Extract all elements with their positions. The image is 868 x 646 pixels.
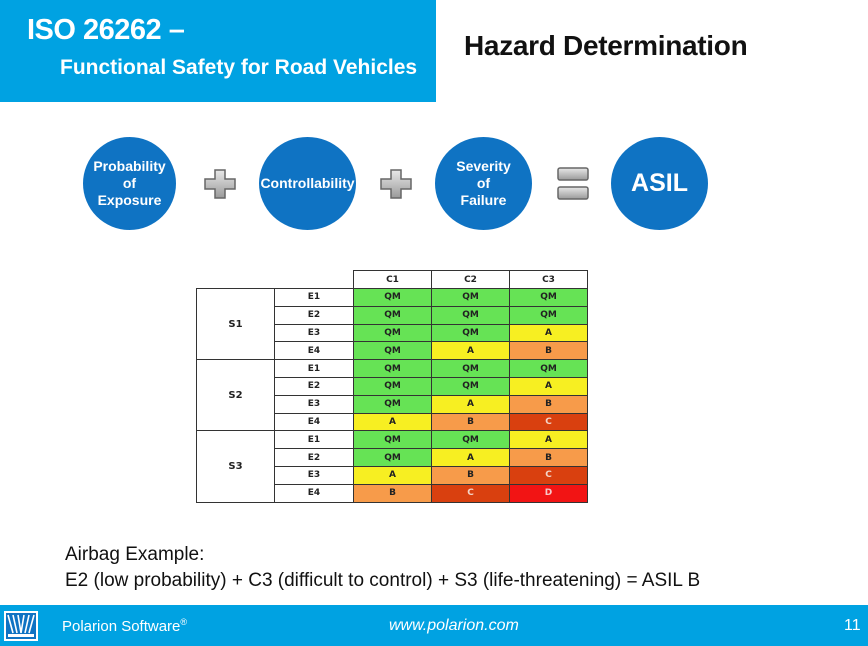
plus-icon xyxy=(204,169,236,199)
asil-value-cell: QM xyxy=(353,341,432,361)
equals-icon xyxy=(557,167,589,200)
severity-circle: Severity of Failure xyxy=(435,137,532,230)
page-title: Hazard Determination xyxy=(464,30,748,61)
asil-value-cell: B xyxy=(353,483,432,503)
asil-value-cell: QM xyxy=(431,359,510,378)
table-row: S2 E1 QM QM QM xyxy=(196,359,588,432)
table-row: E2 QM QM QM xyxy=(197,305,588,325)
severity-label-3: Failure xyxy=(460,192,507,208)
slide-title: ISO 26262 – xyxy=(27,14,185,46)
table-row: E3 A B C xyxy=(197,465,588,485)
asil-value-cell: A xyxy=(509,323,588,343)
exposure-cell: E3 xyxy=(274,465,354,485)
asil-value-cell: B xyxy=(509,448,588,467)
asil-value-cell: QM xyxy=(509,359,588,378)
severity-cell: S1 xyxy=(196,287,275,361)
exposure-cell: E1 xyxy=(274,359,354,378)
asil-value-cell: QM xyxy=(431,376,510,396)
table-row: S1 E1 QM QM QM xyxy=(196,287,588,361)
asil-value-cell: QM xyxy=(509,288,588,307)
footer-bar: Polarion Software® www.polarion.com 11 xyxy=(0,605,868,646)
table-row: E4 A B C xyxy=(197,412,588,432)
table-row: E2 QM A B xyxy=(197,448,588,467)
footer-url[interactable]: www.polarion.com xyxy=(389,617,519,634)
severity-label-1: Severity xyxy=(456,158,511,174)
asil-value-cell: QM xyxy=(353,394,432,414)
column-header-c3: C3 xyxy=(509,270,588,289)
table-row: E3 QM QM A xyxy=(197,323,588,343)
table-row: E4 QM A B xyxy=(197,341,588,361)
asil-value-cell: QM xyxy=(353,430,432,450)
column-header-c1: C1 xyxy=(353,270,432,289)
asil-value-cell: QM xyxy=(353,288,432,307)
registered-mark: ® xyxy=(180,617,188,627)
polarion-logo-icon xyxy=(4,611,38,641)
exposure-cell: E1 xyxy=(274,288,354,307)
asil-value-cell: A xyxy=(431,448,510,467)
table-row: S3 E1 QM QM A xyxy=(196,430,588,503)
example-text: E2 (low probability) + C3 (difficult to … xyxy=(65,570,701,591)
exposure-cell: E1 xyxy=(274,430,354,450)
slide-subtitle: Functional Safety for Road Vehicles xyxy=(60,56,418,79)
severity-label-2: of xyxy=(476,175,491,191)
asil-value-cell: QM xyxy=(353,359,432,378)
title-banner: ISO 26262 – Functional Safety for Road V… xyxy=(0,0,436,102)
page-number: 11 xyxy=(844,617,861,634)
exposure-label-1: Probability xyxy=(93,158,166,174)
asil-value-cell: QM xyxy=(431,288,510,307)
column-header-c2: C2 xyxy=(431,270,510,289)
exposure-label-3: Exposure xyxy=(97,192,162,208)
exposure-cell: E4 xyxy=(274,412,354,432)
airbag-example: Airbag Example: E2 (low probability) + C… xyxy=(65,542,700,594)
exposure-label-2: of xyxy=(122,175,137,191)
exposure-cell: E3 xyxy=(274,394,354,414)
table-row: E2 QM QM A xyxy=(197,376,588,396)
asil-label: ASIL xyxy=(631,169,688,197)
asil-value-cell: B xyxy=(431,412,510,432)
asil-value-cell: A xyxy=(353,412,432,432)
asil-value-cell: A xyxy=(431,341,510,361)
exposure-cell: E2 xyxy=(274,448,354,467)
exposure-cell: E3 xyxy=(274,323,354,343)
asil-value-cell: B xyxy=(431,465,510,485)
asil-value-cell: QM xyxy=(431,323,510,343)
asil-value-cell: D xyxy=(509,483,588,503)
asil-value-cell: A xyxy=(509,376,588,396)
exposure-cell: E2 xyxy=(274,376,354,396)
footer-brand: Polarion Software® xyxy=(62,617,187,635)
asil-value-cell: C xyxy=(509,412,588,432)
asil-value-cell: QM xyxy=(353,323,432,343)
asil-value-cell: C xyxy=(431,483,510,503)
asil-circle: ASIL xyxy=(611,137,708,230)
table-header-row: C1 C2 C3 xyxy=(197,270,588,289)
asil-value-cell: B xyxy=(509,341,588,361)
brand-name: Polarion Software xyxy=(62,618,181,635)
severity-cell: S2 xyxy=(196,359,275,432)
asil-value-cell: QM xyxy=(431,305,510,325)
exposure-cell: E4 xyxy=(274,341,354,361)
controllability-label: Controllability xyxy=(260,175,355,191)
asil-value-cell: QM xyxy=(353,376,432,396)
asil-value-cell: QM xyxy=(509,305,588,325)
exposure-circle: Probability of Exposure xyxy=(83,137,176,230)
asil-value-cell: QM xyxy=(353,448,432,467)
asil-value-cell: A xyxy=(353,465,432,485)
asil-value-cell: QM xyxy=(431,430,510,450)
asil-value-cell: A xyxy=(509,430,588,450)
asil-value-cell: C xyxy=(509,465,588,485)
example-label: Airbag Example: xyxy=(65,544,205,565)
exposure-cell: E2 xyxy=(274,305,354,325)
severity-cell: S3 xyxy=(196,430,275,503)
controllability-circle: Controllability xyxy=(259,137,356,230)
asil-table: C1 C2 C3 S1 E1 QM QM QM E2 QM QM QM E3 QM QM A E4 QM A B… xyxy=(196,270,588,503)
asil-value-cell: B xyxy=(509,394,588,414)
asil-value-cell: QM xyxy=(353,305,432,325)
asil-value-cell: A xyxy=(431,394,510,414)
table-row: E4 B C D xyxy=(197,483,588,503)
plus-icon xyxy=(380,169,412,199)
exposure-cell: E4 xyxy=(274,483,354,503)
